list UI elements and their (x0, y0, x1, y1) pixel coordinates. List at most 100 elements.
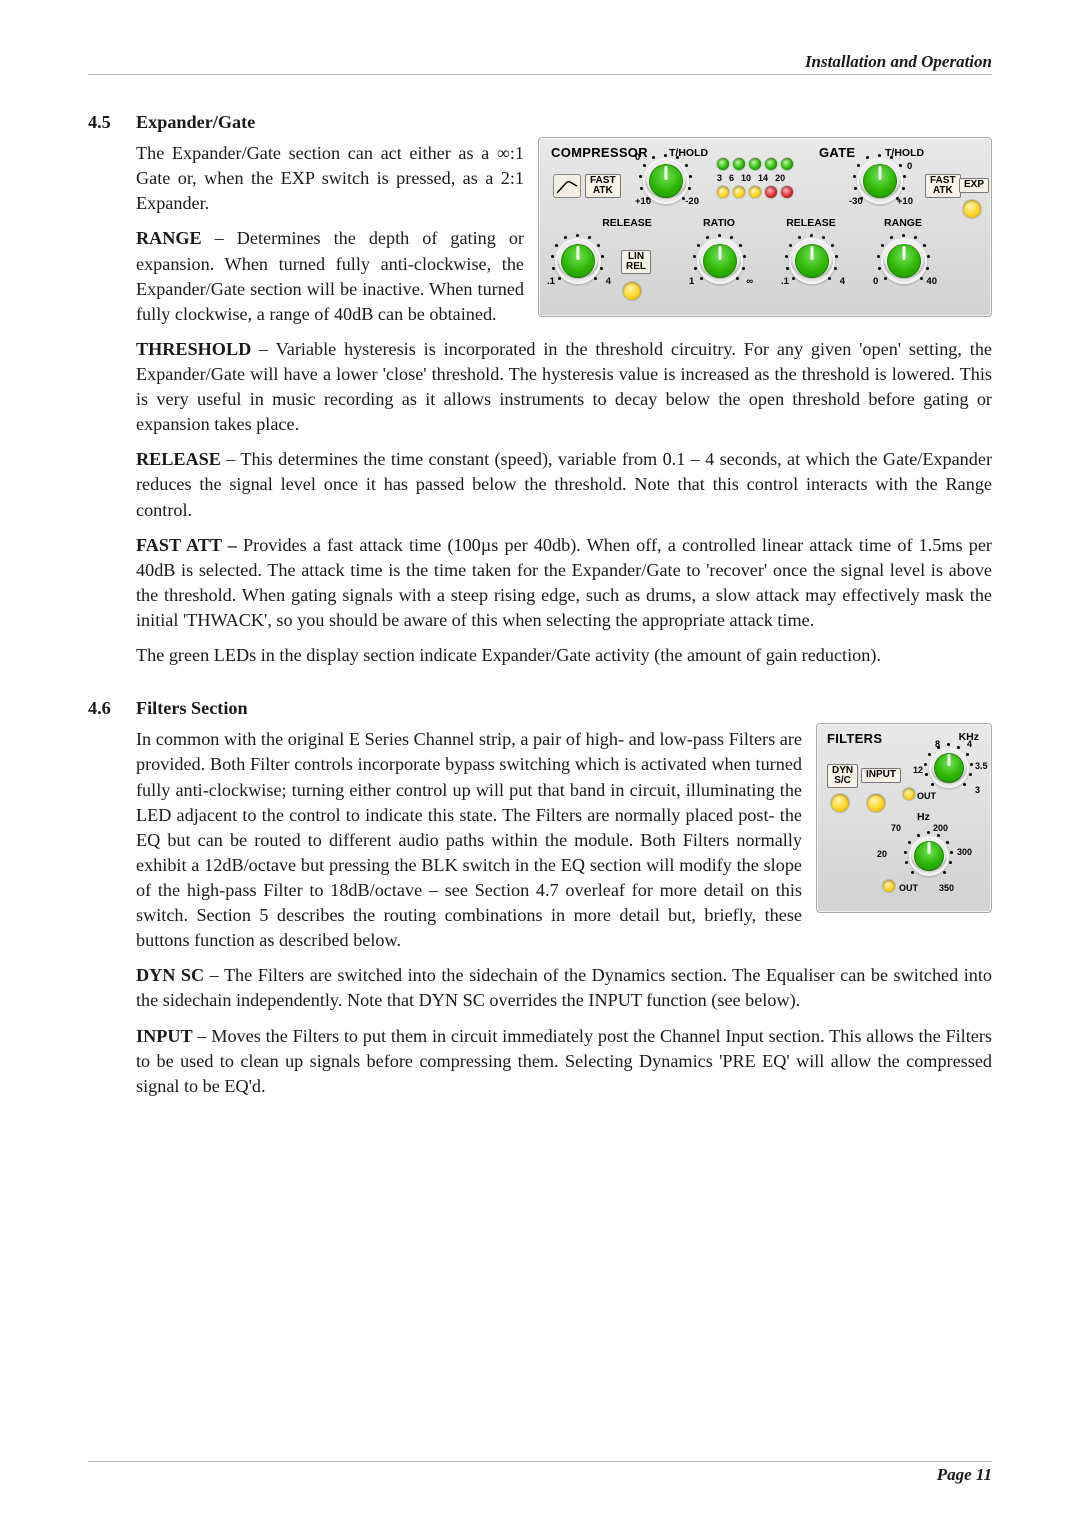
meter-led (749, 158, 761, 170)
scale-left: 0 (873, 275, 878, 288)
text: The Expander/Gate section can act either… (136, 143, 524, 213)
text: Provides a fast attack time (100µs per 4… (136, 535, 992, 630)
meter-led (781, 186, 793, 198)
hf-filter-knob[interactable] (929, 748, 969, 788)
scale-left: +10 (635, 195, 651, 208)
gate-thold-zero: 0 (907, 160, 912, 173)
lin-rel-led (623, 282, 641, 300)
gate-threshold-knob[interactable]: -30 +10 (857, 158, 903, 204)
paragraph: RELEASE – This determines the time const… (136, 447, 992, 522)
lf-20: 20 (877, 848, 887, 860)
compressor-label: COMPRESSOR (551, 144, 648, 162)
text: – This determines the time constant (spe… (136, 449, 992, 519)
ratio-label: RATIO (703, 216, 735, 230)
scale: 20 (775, 172, 785, 184)
gain-reduction-meter (717, 158, 793, 170)
chip-line2: ATK (590, 186, 616, 196)
scale: 6 (729, 172, 734, 184)
lead: INPUT (136, 1026, 193, 1046)
range-label: RANGE (884, 216, 922, 230)
hz-label: Hz (917, 810, 930, 824)
hf-4: 4 (967, 738, 972, 750)
lead: FAST ATT – (136, 535, 237, 555)
compressor-release-knob[interactable]: .1 4 (555, 238, 601, 284)
meter-led (717, 158, 729, 170)
filters-title: FILTERS (827, 730, 882, 748)
lead: RANGE (136, 228, 202, 248)
ratio-knob[interactable]: 1 ∞ (697, 238, 743, 284)
scale: 3 (717, 172, 722, 184)
scale-right: 4 (606, 275, 611, 288)
lf-300: 300 (957, 846, 972, 858)
text: In common with the original E Series Cha… (136, 729, 802, 950)
gate-release-label: RELEASE (786, 216, 836, 230)
lead: DYN SC (136, 965, 204, 985)
hf-3: 3 (975, 784, 980, 796)
chip-line2: REL (626, 262, 646, 272)
paragraph: DYN SC – The Filters are switched into t… (136, 963, 992, 1013)
text: The green LEDs in the display section in… (136, 645, 881, 665)
scale-right: ∞ (746, 275, 753, 288)
hf-12: 12 (913, 764, 923, 776)
ratio-curve-icon (553, 174, 581, 198)
paragraph: THRESHOLD – Variable hysteresis is incor… (136, 337, 992, 437)
section-title: Expander/Gate (136, 110, 992, 135)
text: – The Filters are switched into the side… (136, 965, 992, 1010)
gate-label: GATE (819, 144, 855, 162)
dyn-sc-led (831, 794, 849, 812)
hf-8: 8 (935, 738, 940, 750)
hf-out-led (903, 788, 915, 800)
input-button[interactable]: INPUT (861, 768, 901, 783)
meter-led (765, 158, 777, 170)
filters-panel: FILTERS KHz DYN S/C INPUT 8 4 12 3.5 3 (816, 723, 992, 913)
scale: 10 (741, 172, 751, 184)
paragraph: FAST ATT – Provides a fast attack time (… (136, 533, 992, 633)
lf-350: 350 (939, 882, 954, 894)
paragraph: INPUT – Moves the Filters to put them in… (136, 1024, 992, 1099)
meter-led (717, 186, 729, 198)
section-4-6: 4.6 Filters Section FILTERS KHz DYN S/C … (88, 696, 992, 1109)
range-knob[interactable]: 0 40 (881, 238, 927, 284)
gate-fast-atk-button[interactable]: FAST ATK (925, 174, 961, 198)
meter-led (733, 158, 745, 170)
lin-rel-button[interactable]: LIN REL (621, 250, 651, 274)
section-number: 4.6 (88, 696, 130, 721)
scale-left: .1 (781, 275, 789, 288)
chip-line2: S/C (832, 776, 853, 786)
lf-out-led (883, 880, 895, 892)
input-led (867, 794, 885, 812)
exp-button[interactable]: EXP (959, 178, 989, 193)
page: Installation and Operation 4.5 Expander/… (0, 0, 1080, 1528)
chip-line2: ATK (930, 186, 956, 196)
meter-led (781, 158, 793, 170)
scale-right: 40 (926, 275, 937, 288)
gate-release-knob[interactable]: .1 4 (789, 238, 835, 284)
section-number: 4.5 (88, 110, 130, 135)
lead: THRESHOLD (136, 339, 251, 359)
compressor-fast-atk-button[interactable]: FAST ATK (585, 174, 621, 198)
meter-led (733, 186, 745, 198)
section-title: Filters Section (136, 696, 992, 721)
scale-right: 4 (840, 275, 845, 288)
paragraph: The green LEDs in the display section in… (136, 643, 992, 668)
dyn-sc-button[interactable]: DYN S/C (827, 764, 858, 788)
scale-left: -30 (849, 195, 863, 208)
lf-filter-knob[interactable] (909, 836, 949, 876)
bottom-rule (88, 1461, 992, 1462)
scale: 14 (758, 172, 768, 184)
page-number: Page 11 (937, 1463, 992, 1486)
text: – Variable hysteresis is incorporated in… (136, 339, 992, 434)
dynamics-panel: COMPRESSOR T/HOLD GATE T/HOLD FAST ATK +… (538, 137, 992, 317)
expander-meter (717, 186, 793, 198)
section-body: FILTERS KHz DYN S/C INPUT 8 4 12 3.5 3 (136, 721, 992, 1109)
compressor-threshold-knob[interactable]: +10 -20 (643, 158, 689, 204)
hf-3-5: 3.5 (975, 760, 988, 772)
hf-out: OUT (917, 790, 936, 802)
meter-led (749, 186, 761, 198)
running-head: Installation and Operation (805, 50, 992, 73)
meter-led (765, 186, 777, 198)
scale-left: .1 (547, 275, 555, 288)
scale-right: -20 (685, 195, 699, 208)
lf-out: OUT (899, 882, 918, 894)
release-label: RELEASE (602, 216, 652, 230)
